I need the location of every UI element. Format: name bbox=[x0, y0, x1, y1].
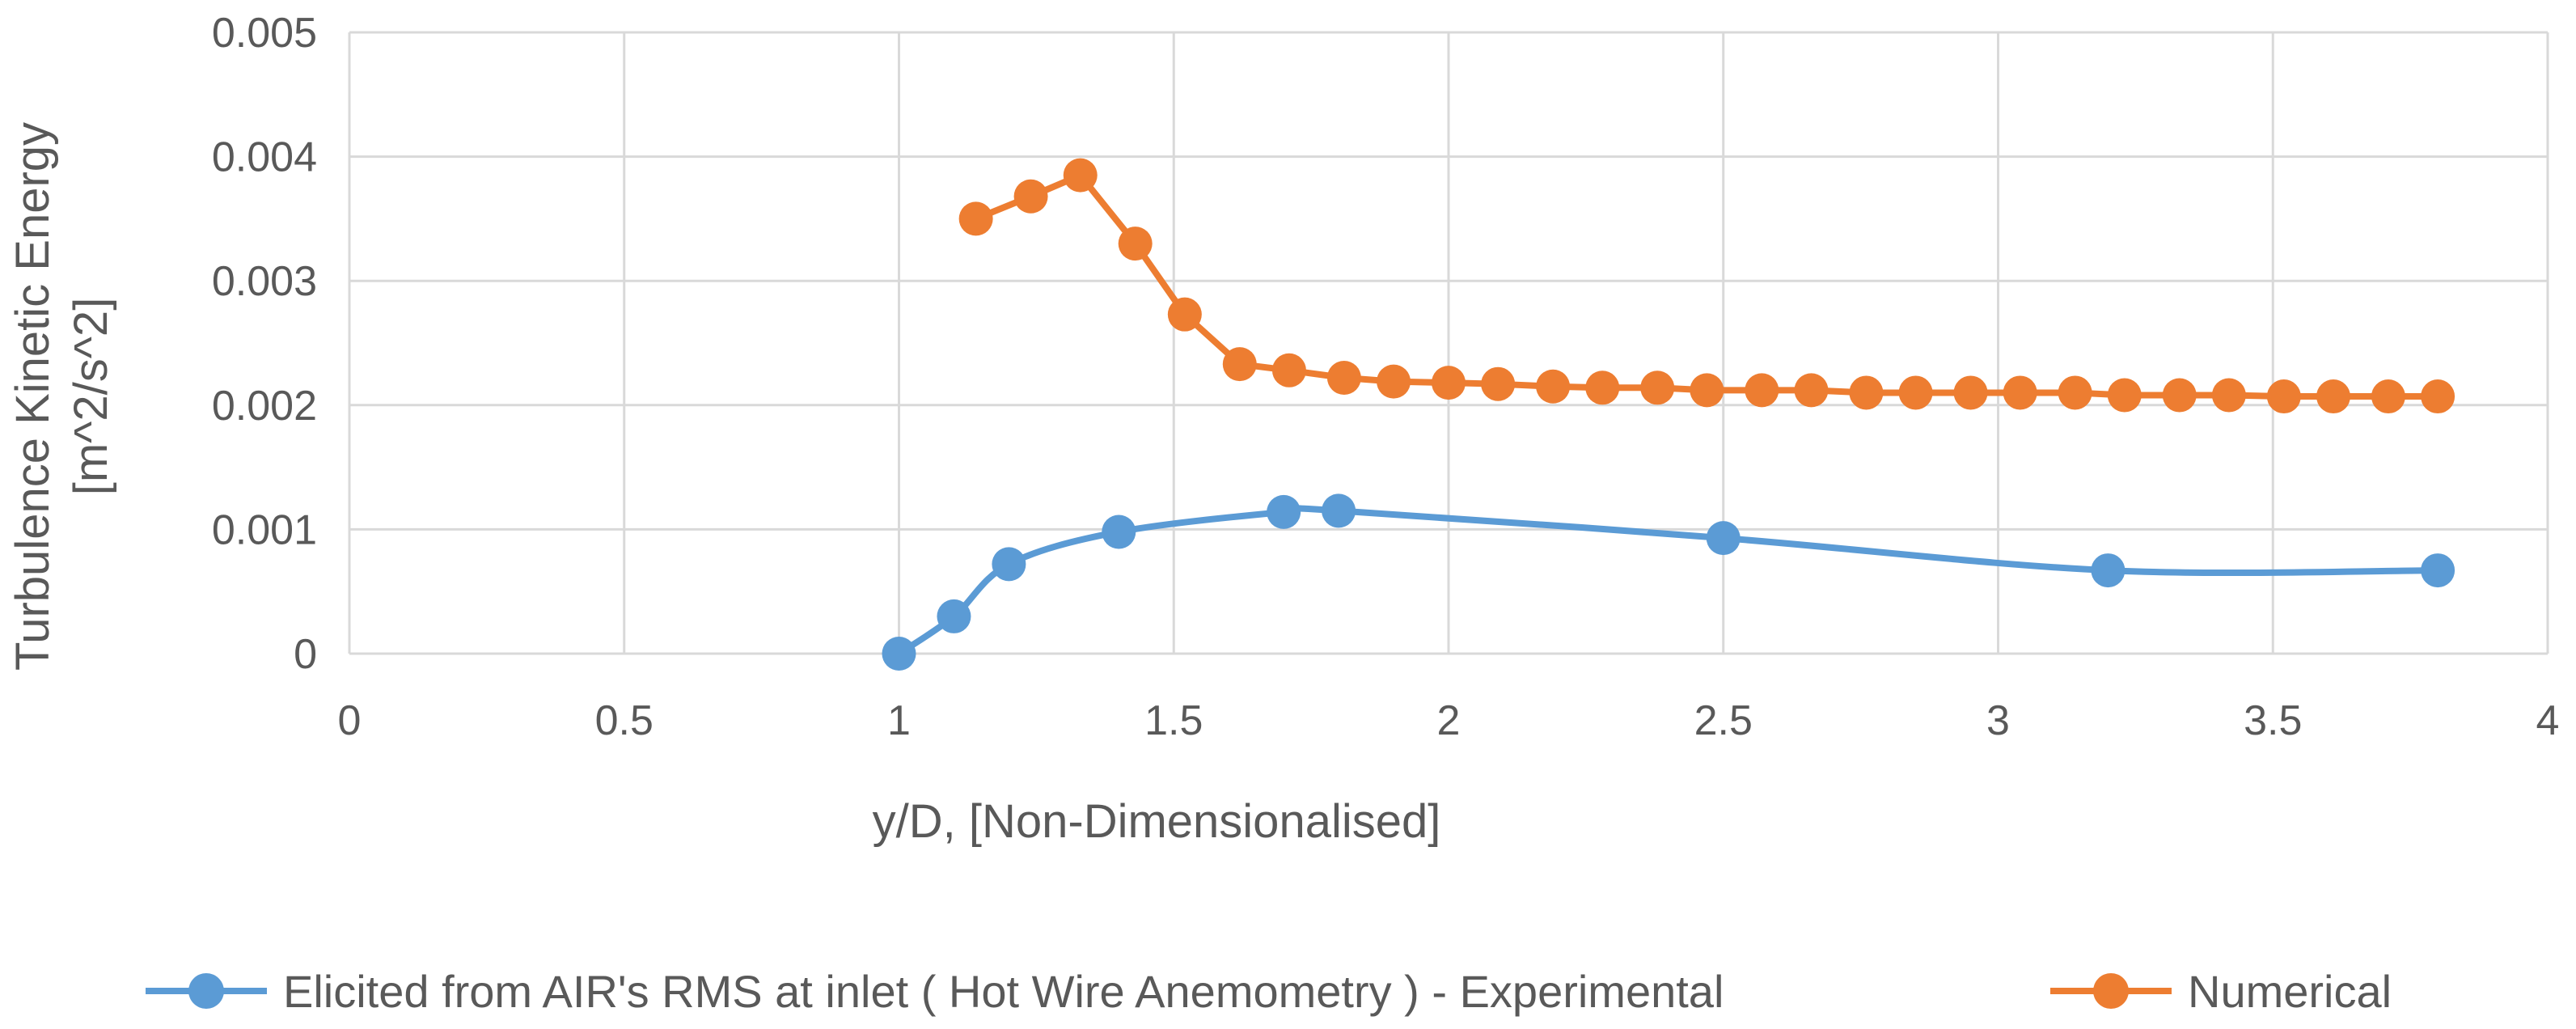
legend-item-experimental: Elicited from AIR's RMS at inlet ( Hot W… bbox=[146, 966, 1724, 1017]
y-axis-title-line-1: Turbulence Kinetic Energy bbox=[6, 122, 59, 671]
data-point bbox=[2107, 378, 2142, 413]
y-tick-label: 0.004 bbox=[212, 134, 317, 181]
legend-item-numerical: Numerical bbox=[2050, 966, 2392, 1017]
legend-swatch-experimental-marker bbox=[188, 973, 224, 1009]
x-tick-label: 0 bbox=[338, 697, 362, 744]
y-tick-label: 0.002 bbox=[212, 383, 317, 430]
data-point bbox=[1102, 514, 1136, 549]
data-point bbox=[2003, 375, 2037, 410]
series-experimental bbox=[882, 493, 2455, 671]
data-point bbox=[1898, 375, 1933, 410]
data-point bbox=[1432, 366, 1466, 400]
series-line bbox=[975, 172, 2439, 400]
chart-legend: Elicited from AIR's RMS at inlet ( Hot W… bbox=[146, 966, 2392, 1017]
data-point bbox=[2211, 378, 2246, 413]
x-tick-label: 3.5 bbox=[2244, 697, 2302, 744]
data-point bbox=[992, 547, 1026, 582]
legend-label-experimental: Elicited from AIR's RMS at inlet ( Hot W… bbox=[283, 966, 1724, 1017]
data-point bbox=[1326, 361, 1361, 396]
x-tick-label: 4 bbox=[2536, 697, 2560, 744]
plot-gridlines bbox=[348, 31, 2549, 655]
data-point bbox=[1953, 375, 1988, 410]
data-point bbox=[1167, 297, 1202, 332]
data-point bbox=[1745, 373, 1779, 408]
x-tick-label: 1 bbox=[887, 697, 911, 744]
y-tick-label: 0.001 bbox=[212, 506, 317, 553]
data-point bbox=[1585, 371, 1620, 405]
data-point bbox=[1377, 364, 1411, 399]
x-tick-label: 2.5 bbox=[1694, 697, 1753, 744]
y-tick-label: 0.005 bbox=[212, 10, 317, 57]
data-point bbox=[1640, 371, 1675, 405]
data-point bbox=[1536, 369, 1571, 404]
y-tick-label: 0.003 bbox=[212, 258, 317, 305]
data-point bbox=[2316, 379, 2350, 414]
data-point bbox=[2266, 379, 2301, 414]
data-point bbox=[937, 599, 971, 633]
data-point bbox=[1322, 493, 1356, 528]
x-axis-ticks: 0 0.5 1 1.5 2 2.5 3 3.5 4 bbox=[338, 697, 2560, 744]
data-point bbox=[882, 637, 916, 671]
x-tick-label: 1.5 bbox=[1144, 697, 1203, 744]
data-point bbox=[2058, 375, 2092, 410]
x-axis-title: y/D, [Non-Dimensionalised] bbox=[873, 795, 1441, 848]
y-axis-title-line-2: [m^2/s^2] bbox=[65, 298, 117, 496]
series-layer bbox=[882, 158, 2455, 671]
data-point bbox=[1063, 158, 1098, 193]
data-point bbox=[1118, 227, 1153, 261]
legend-swatch-numerical-marker bbox=[2093, 973, 2129, 1009]
series-numerical bbox=[958, 158, 2455, 414]
y-tick-label: 0 bbox=[294, 631, 317, 678]
data-point bbox=[1481, 366, 1516, 401]
x-tick-label: 0.5 bbox=[595, 697, 654, 744]
data-point bbox=[2421, 553, 2455, 588]
data-point bbox=[2162, 378, 2197, 413]
data-point bbox=[1706, 521, 1741, 556]
y-axis-ticks: 0 0.001 0.002 0.003 0.004 0.005 bbox=[212, 10, 317, 678]
data-point bbox=[1267, 494, 1301, 529]
data-point bbox=[1271, 353, 1306, 387]
data-point bbox=[1222, 347, 1257, 382]
x-tick-label: 2 bbox=[1437, 697, 1461, 744]
data-point bbox=[2421, 379, 2455, 414]
data-point bbox=[2091, 553, 2126, 588]
data-point bbox=[1690, 373, 1724, 408]
legend-label-numerical: Numerical bbox=[2188, 966, 2392, 1017]
y-axis-title: Turbulence Kinetic Energy [m^2/s^2] bbox=[6, 122, 117, 671]
data-point bbox=[1849, 375, 1884, 410]
data-point bbox=[1794, 373, 1829, 408]
x-tick-label: 3 bbox=[1986, 697, 2010, 744]
data-point bbox=[958, 201, 993, 236]
data-point bbox=[2371, 379, 2405, 414]
data-point bbox=[1013, 179, 1048, 214]
